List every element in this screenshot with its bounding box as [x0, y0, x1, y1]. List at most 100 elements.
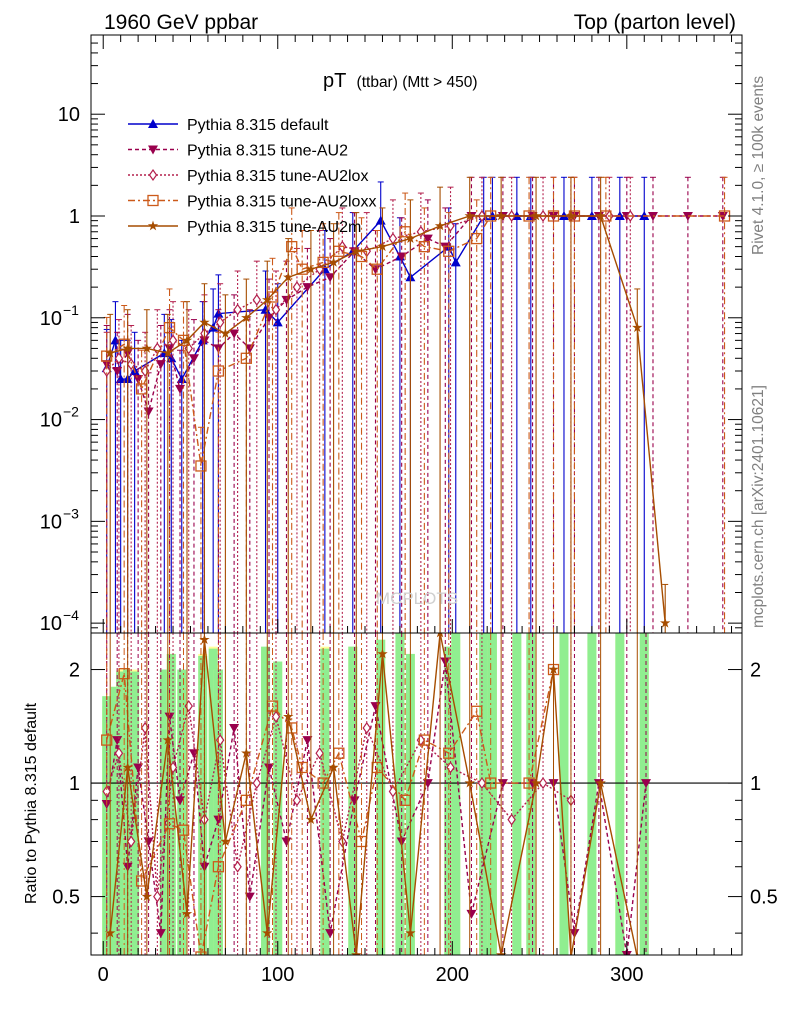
data-point	[682, 211, 693, 221]
data-point	[317, 256, 329, 269]
band-inner	[213, 669, 223, 955]
watermark: MCPLOTS	[376, 589, 458, 608]
ratio-data-point	[292, 794, 302, 807]
band-inner	[198, 655, 208, 955]
data-point	[115, 374, 126, 384]
band-inner	[487, 633, 497, 955]
ratio-data-point	[317, 777, 329, 789]
y-tick-label-exponent: −4	[63, 607, 79, 623]
legend-label: Pythia 8.315 tune-AU2	[187, 143, 348, 160]
ratio-data-point	[464, 777, 475, 788]
band-inner	[451, 633, 461, 955]
svg-text:pT (ttbar) (Mtt > 450): pT (ttbar) (Mtt > 450)	[323, 70, 478, 92]
ratio-data-point	[126, 835, 136, 848]
data-point	[286, 240, 298, 253]
data-point	[565, 210, 577, 221]
ratio-data-point	[595, 777, 606, 788]
legend-marker	[147, 220, 159, 231]
ratio-data-point	[271, 710, 281, 723]
main-axis-ticks	[91, 34, 742, 634]
ratio-data-point	[220, 836, 231, 846]
ratio-data-point	[155, 929, 166, 939]
x-tick-label: 300	[610, 964, 643, 986]
ratio-data-point	[302, 736, 313, 746]
ratio-data-point	[143, 837, 154, 847]
ratio-panel-frame	[90, 632, 743, 956]
ratio-data-point	[212, 861, 225, 873]
data-point	[530, 210, 542, 221]
ratio-data-point	[241, 747, 252, 758]
band-inner	[512, 633, 522, 955]
data-point	[632, 322, 643, 333]
data-point	[181, 334, 193, 345]
band-inner	[208, 648, 218, 955]
data-point	[660, 617, 671, 628]
ratio-data-point	[548, 664, 559, 674]
data-point	[443, 245, 455, 257]
data-point	[244, 344, 255, 354]
ratio-data-point	[466, 909, 477, 919]
data-point	[264, 313, 275, 323]
ratio-data-point	[296, 761, 308, 774]
main-panel-background	[91, 35, 742, 633]
legend-label: Pythia 8.315 tune-AU2m	[187, 219, 361, 236]
data-point	[292, 281, 302, 294]
data-point	[302, 283, 313, 293]
data-point	[110, 335, 121, 345]
mcplots-label: mcplots.cern.ch [arXiv:2401.10621]	[750, 385, 767, 628]
band-inner	[159, 669, 169, 955]
data-point	[215, 316, 225, 329]
ratio-y-tick-label: 0.5	[52, 887, 80, 909]
data-point	[422, 234, 433, 244]
ratio-data-point	[530, 777, 542, 788]
data-point	[471, 232, 483, 245]
band-inner	[395, 633, 405, 955]
band-inner	[110, 686, 120, 955]
ratio-data-point	[377, 648, 388, 659]
data-point	[141, 342, 153, 353]
x-tick-labels: 0 100 200 300	[98, 964, 644, 986]
ratio-data-point	[507, 813, 516, 826]
legend: Pythia 8.315 default Pythia 8.315 tune-AU…	[128, 117, 376, 236]
ratio-data-point	[636, 951, 639, 955]
data-point	[102, 364, 111, 378]
band-inner	[615, 633, 625, 955]
data-point	[281, 295, 292, 305]
band-inner	[273, 661, 283, 955]
data-point	[241, 312, 252, 323]
legend-label: Pythia 8.315 tune-AU2loxx	[187, 194, 376, 211]
ratio-data-point	[471, 705, 483, 717]
ratio-series-line	[106, 669, 555, 955]
ratio-data-point	[199, 634, 210, 645]
data-point	[252, 293, 262, 306]
band-inner	[166, 653, 176, 955]
ratio-data-point	[305, 814, 317, 825]
ratio-data-point	[538, 777, 548, 790]
ratio-y-tick-label-right: 1	[750, 773, 761, 795]
y-tick-label-exponent: −3	[63, 505, 79, 521]
ratio-data-point	[195, 951, 207, 955]
legend-label: Pythia 8.315 tune-AU2lox	[187, 168, 368, 185]
ratio-data-point	[405, 927, 416, 938]
y-tick-label-exponent: −1	[63, 302, 79, 318]
ratio-data-point	[141, 891, 153, 901]
band-inner	[177, 669, 187, 955]
legend-marker	[148, 119, 158, 128]
ratio-data-point	[252, 777, 262, 790]
y-tick-label-exponent: −2	[63, 404, 79, 420]
y-tick-label: 10	[40, 410, 62, 432]
ratio-data-point	[328, 762, 339, 772]
band-inner	[116, 671, 126, 955]
ratio-data-point	[177, 824, 190, 836]
data-point	[305, 263, 317, 274]
ratio-data-point	[102, 785, 111, 798]
legend-marker	[148, 168, 158, 182]
data-point	[396, 252, 407, 262]
data-point	[375, 215, 386, 225]
ratio-data-point	[163, 818, 176, 830]
data-point	[377, 241, 388, 252]
ratio-y-axis-label: Ratio to Pythia 8.315 default	[23, 702, 40, 904]
